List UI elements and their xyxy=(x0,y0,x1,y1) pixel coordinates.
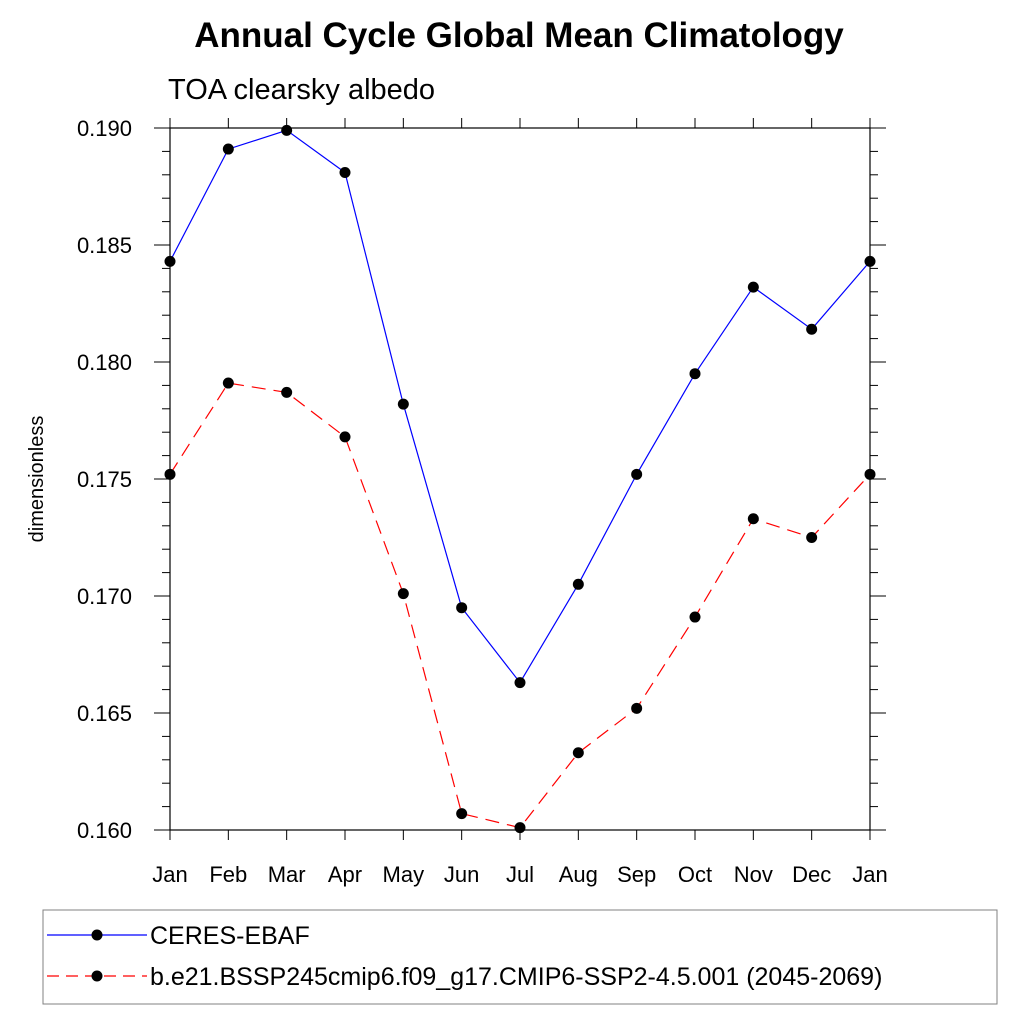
data-point xyxy=(222,143,234,155)
x-tick-label: Aug xyxy=(559,862,598,887)
data-point xyxy=(164,255,176,267)
data-point xyxy=(631,468,643,480)
data-point xyxy=(689,368,701,380)
x-tick-label: Jul xyxy=(506,862,534,887)
data-point xyxy=(689,611,701,623)
y-tick-label: 0.170 xyxy=(77,584,132,609)
legend-entry-ceres: CERES-EBAF xyxy=(47,922,310,950)
chart-title: Annual Cycle Global Mean Climatology xyxy=(194,16,844,55)
data-point xyxy=(456,808,468,820)
series-line xyxy=(169,382,871,829)
legend: CERES-EBAF b.e21.BSSP245cmip6.f09_g17.CM… xyxy=(42,909,998,1005)
series-layer xyxy=(164,124,876,834)
legend-box xyxy=(42,909,998,1005)
data-point xyxy=(281,386,293,398)
data-point xyxy=(514,677,526,689)
x-tick-label: Dec xyxy=(792,862,831,887)
x-tick-label: Nov xyxy=(734,862,773,887)
x-tick-label: Oct xyxy=(678,862,712,887)
data-point xyxy=(864,255,876,267)
data-point xyxy=(397,398,409,410)
y-tick-label: 0.160 xyxy=(77,818,132,843)
x-tick-label: Jan xyxy=(852,862,887,887)
legend-marker-ceres xyxy=(91,929,103,941)
data-point xyxy=(281,124,293,136)
data-point xyxy=(397,588,409,600)
x-tick-label: Feb xyxy=(209,862,247,887)
x-tick-label: Sep xyxy=(617,862,656,887)
y-axis-label: dimensionless xyxy=(26,416,48,543)
y-tick-label: 0.180 xyxy=(77,350,132,375)
y-tick-label: 0.175 xyxy=(77,467,132,492)
x-tick-label: Jun xyxy=(444,862,479,887)
y-tick-label: 0.185 xyxy=(77,233,132,258)
legend-marker-model xyxy=(91,970,103,982)
plot-frame xyxy=(169,127,871,831)
data-point xyxy=(164,468,176,480)
x-tick-label: Apr xyxy=(328,862,362,887)
legend-entry-model: b.e21.BSSP245cmip6.f09_g17.CMIP6-SSP2-4.… xyxy=(47,963,882,991)
data-point xyxy=(572,747,584,759)
y-tick-labels: 0.160 0.165 0.170 0.175 0.180 0.185 0.190 xyxy=(77,116,132,843)
y-tick-label: 0.165 xyxy=(77,701,132,726)
series-line xyxy=(169,129,871,684)
chart-subtitle: TOA clearsky albedo xyxy=(168,74,435,106)
tick-marks xyxy=(154,118,886,840)
y-tick-label: 0.190 xyxy=(77,116,132,141)
data-point xyxy=(339,166,351,178)
series-0 xyxy=(164,124,876,689)
data-point xyxy=(747,513,759,525)
data-point xyxy=(631,702,643,714)
data-point xyxy=(747,281,759,293)
x-tick-label: Mar xyxy=(268,862,306,887)
data-point xyxy=(572,578,584,590)
x-tick-label: May xyxy=(383,862,425,887)
data-point xyxy=(222,377,234,389)
legend-label-model: b.e21.BSSP245cmip6.f09_g17.CMIP6-SSP2-4.… xyxy=(150,963,882,991)
data-point xyxy=(514,822,526,834)
series-1 xyxy=(164,377,876,834)
data-point xyxy=(456,602,468,614)
legend-label-ceres: CERES-EBAF xyxy=(150,922,310,950)
data-point xyxy=(339,431,351,443)
x-tick-labels: Jan Feb Mar Apr May Jun Jul Aug Sep Oct Nov Dec Jan xyxy=(152,862,887,887)
data-point xyxy=(864,468,876,480)
data-point xyxy=(806,323,818,335)
data-point xyxy=(806,532,818,543)
x-tick-label: Jan xyxy=(152,862,187,887)
